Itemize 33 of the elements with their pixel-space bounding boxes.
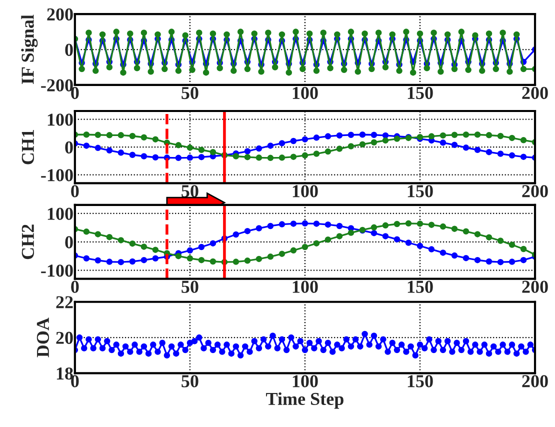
y-tick-label: 0 <box>65 236 73 248</box>
x-tick-label: 50 <box>182 375 198 388</box>
x-tick-label: 50 <box>182 280 198 293</box>
x-tick-label: 200 <box>522 185 548 198</box>
x-tick-label: 150 <box>408 280 433 293</box>
y-tick-label: 20 <box>56 332 73 344</box>
x-tick-label: 150 <box>408 86 433 100</box>
x-tick-label: 200 <box>522 280 548 293</box>
x-tick-label: 150 <box>408 375 433 388</box>
y-tick-label: -200 <box>41 79 73 92</box>
x-tick-label: 50 <box>182 185 198 198</box>
y-axis-title: IF Signal <box>21 14 38 84</box>
x-tick-label: 200 <box>522 86 548 100</box>
y-tick-label: 18 <box>56 367 73 380</box>
x-axis-title: Time Step <box>266 392 344 409</box>
x-tick-label: 150 <box>408 185 433 198</box>
y-tick-label: 100 <box>48 208 73 220</box>
x-tick-label: 100 <box>292 185 318 198</box>
x-tick-label: 200 <box>522 375 548 388</box>
y-axis-title: CH1 <box>22 130 34 164</box>
y-tick-label: 0 <box>65 44 73 56</box>
y-tick-label: 22 <box>56 296 73 308</box>
x-tick-label: 100 <box>292 86 318 100</box>
y-tick-label: -100 <box>41 264 73 277</box>
x-tick-label: 50 <box>182 86 198 100</box>
x-tick-label: 100 <box>292 280 318 293</box>
y-axis-title: CH2 <box>22 224 34 260</box>
y-axis-title: DOA <box>36 318 50 358</box>
y-tick-label: -100 <box>41 169 73 182</box>
y-tick-label: 100 <box>48 114 73 126</box>
x-tick-label: 100 <box>292 375 318 388</box>
y-tick-label: 0 <box>65 141 73 154</box>
y-tick-label: 200 <box>47 8 73 21</box>
